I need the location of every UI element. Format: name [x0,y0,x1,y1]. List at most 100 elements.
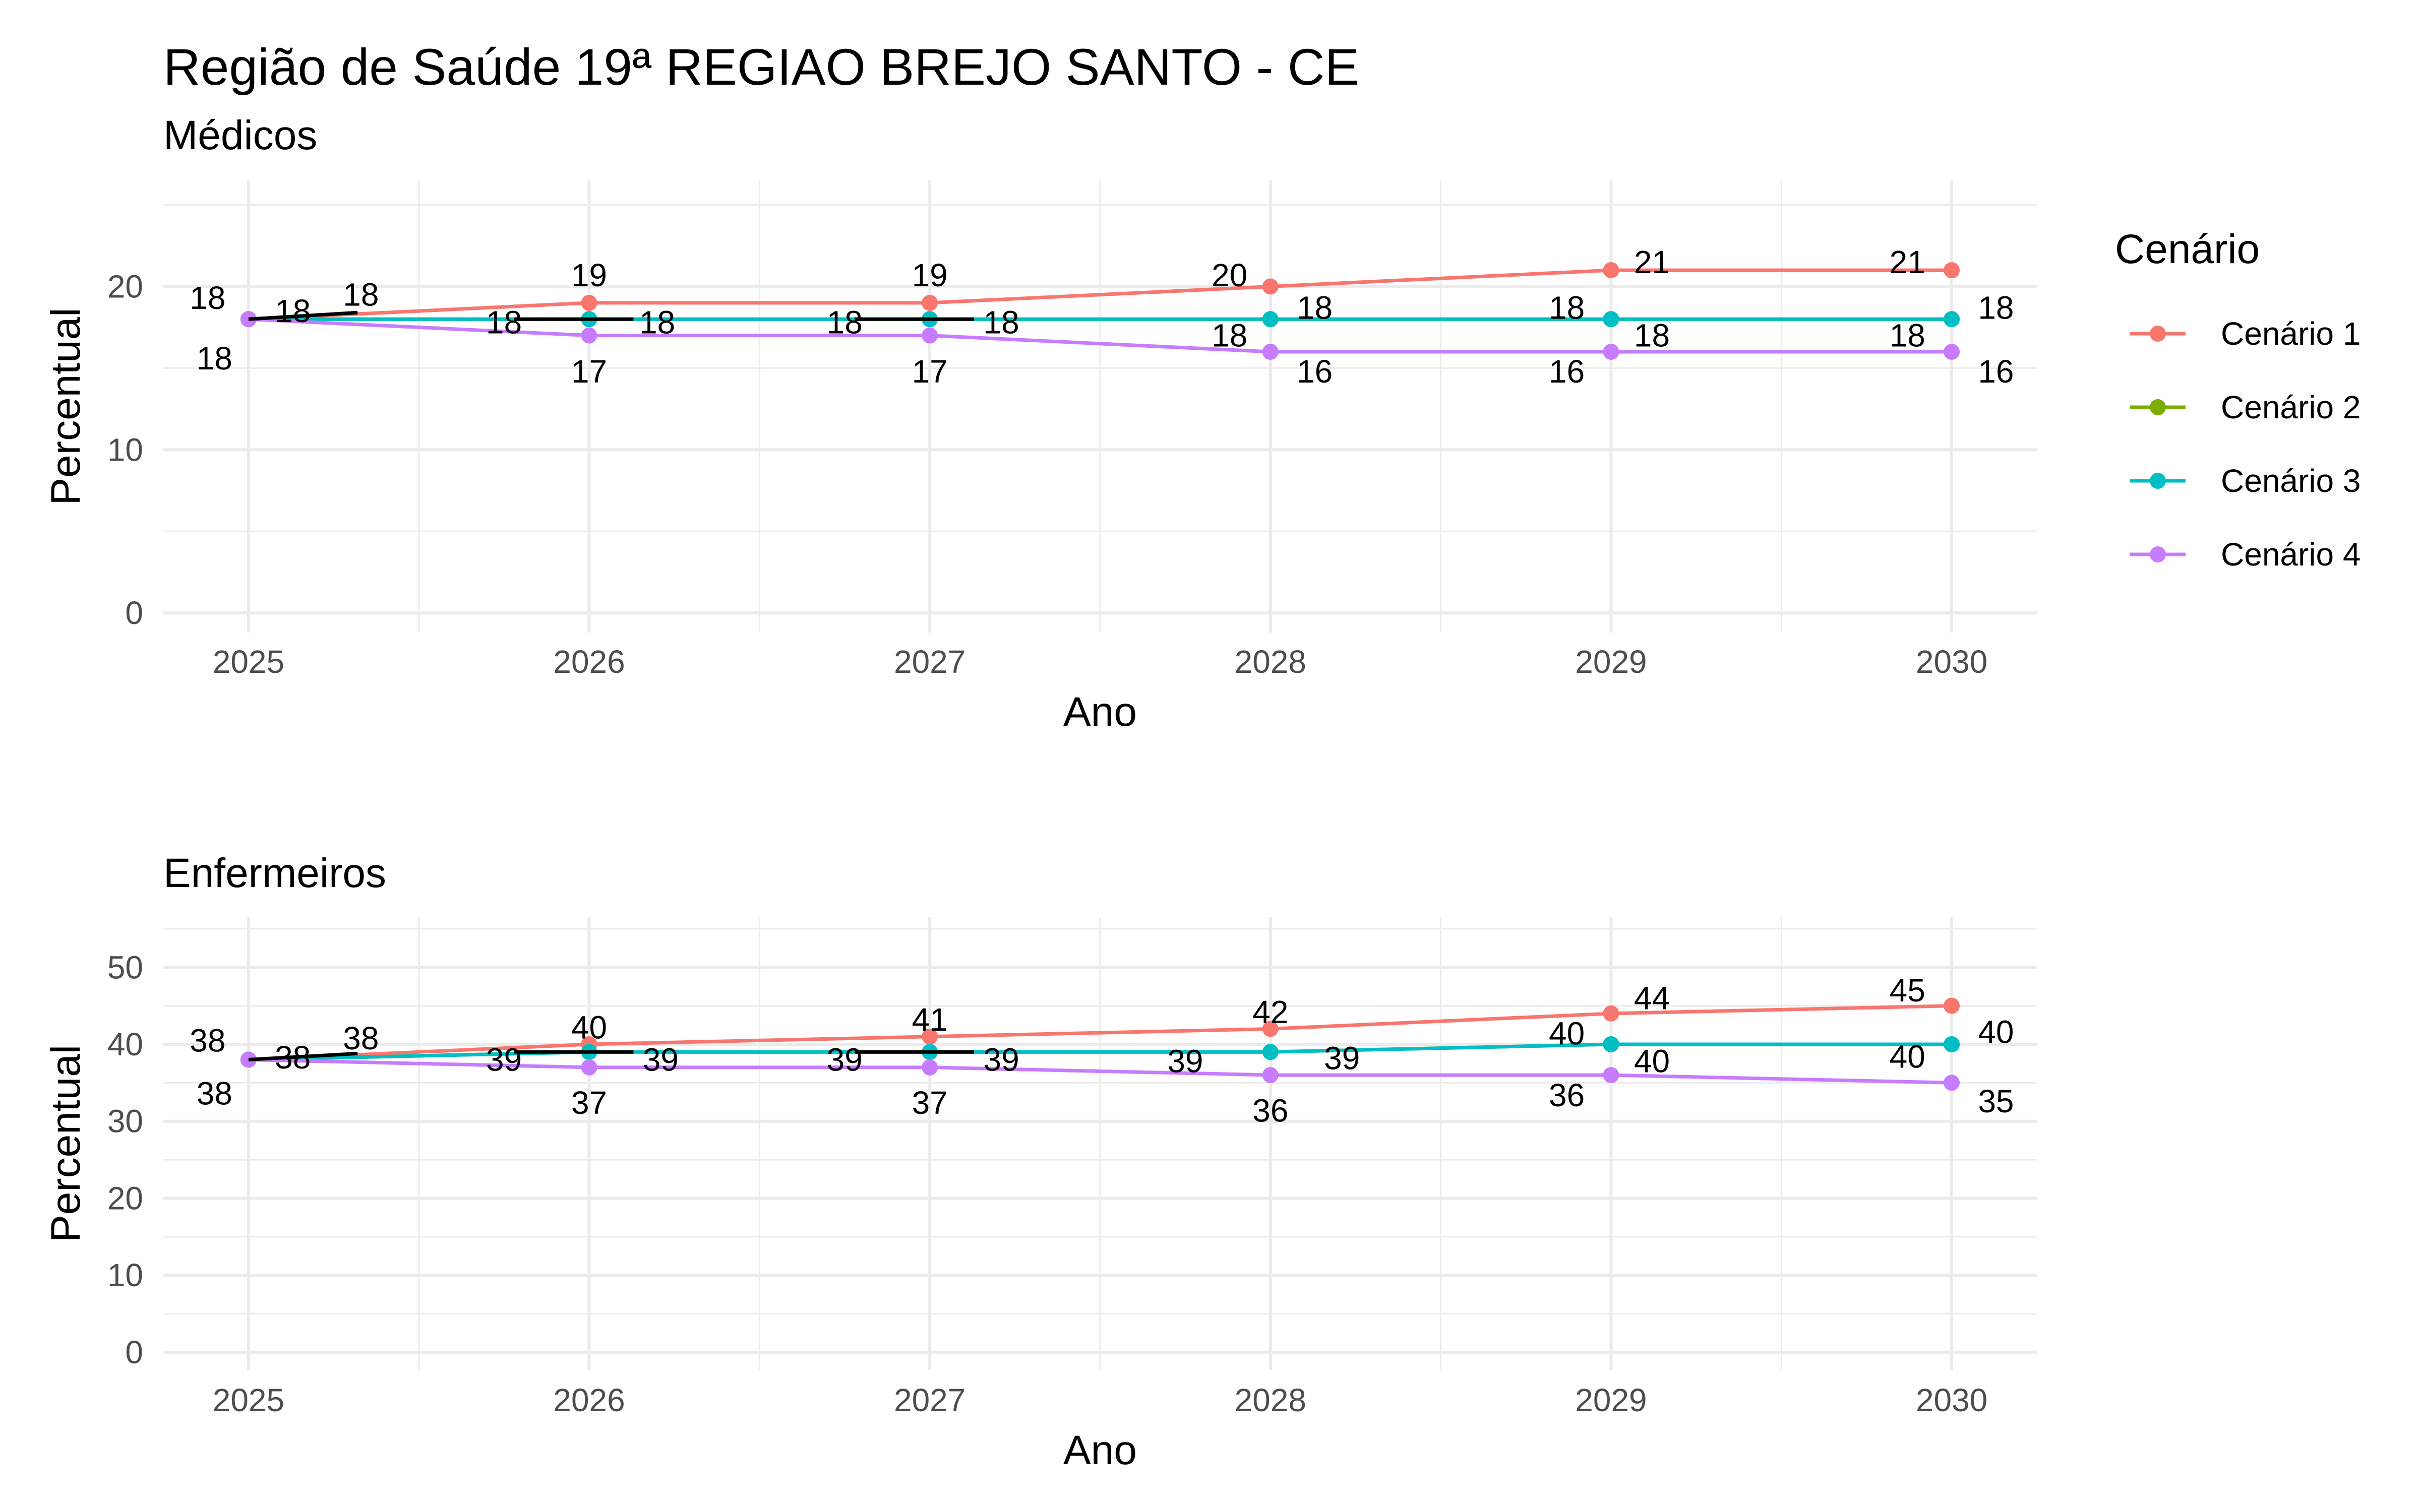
data-label: 39 [1167,1043,1203,1080]
x-tick-label: 2025 [213,1382,284,1418]
data-label: 18 [197,340,232,376]
data-point [1603,1067,1619,1084]
x-axis-title: Ano [1063,1427,1137,1473]
legend-key-point [2150,399,2166,415]
panel-subtitle: Médicos [163,112,317,158]
data-label: 18 [1890,318,1925,354]
data-label: 18 [1978,290,2014,326]
y-tick-label: 10 [107,1257,143,1293]
series-line [248,268,1952,321]
data-label: 35 [1978,1083,2014,1119]
data-point [1262,278,1279,295]
y-tick-label: 0 [125,595,143,631]
data-label: 18 [1212,318,1247,354]
data-label: 21 [1890,244,1925,280]
data-label: 40 [571,1009,607,1045]
data-label: 16 [1978,353,2014,390]
chart-title: Região de Saúde 19ª REGIAO BREJO SANTO -… [163,38,1359,96]
data-point [581,1059,597,1076]
y-tick-label: 40 [107,1026,143,1062]
data-label: 17 [912,353,948,390]
data-label: 19 [571,257,607,293]
data-label: 40 [1634,1043,1670,1080]
data-point [922,327,938,344]
x-tick-label: 2030 [1916,644,1987,680]
data-label: 18 [639,304,675,341]
legend-label: Cenário 3 [2221,463,2361,499]
x-tick-label: 2028 [1235,1382,1306,1418]
data-label: 39 [643,1042,679,1078]
data-label: 36 [1252,1092,1288,1128]
data-label: 39 [827,1042,863,1078]
data-point [1944,311,1960,328]
panel-subtitle: Enfermeiros [163,850,386,896]
data-label: 16 [1297,353,1333,390]
legend-item: Cenário 4 [2130,536,2361,573]
data-label: 40 [1890,1038,1925,1075]
y-axis-title: Percentual [43,307,89,505]
legend: Cenário Cenário 1 Cenário 2 Cenário 3 Cenár… [2115,226,2361,573]
legend-key-point [2150,326,2166,342]
data-label: 18 [190,280,225,316]
data-point [1944,1075,1960,1091]
legend-item: Cenário 1 [2130,316,2361,352]
legend-label: Cenário 2 [2221,389,2361,425]
y-axis-title: Percentual [43,1045,89,1242]
data-point [1944,1036,1960,1052]
data-point [1603,262,1619,279]
legend-title: Cenário [2115,226,2260,272]
data-label: 37 [912,1085,948,1121]
x-tick-label: 2030 [1916,1382,1987,1418]
series-line [248,317,1952,354]
data-label: 41 [912,1001,948,1038]
y-tick-label: 20 [107,1180,143,1216]
data-label: 19 [912,257,948,293]
data-label: 44 [1634,980,1670,1016]
data-label: 38 [275,1039,311,1076]
data-label: 38 [197,1076,232,1112]
data-label: 20 [1212,257,1247,293]
data-label: 18 [486,304,522,341]
x-tick-label: 2029 [1575,1382,1647,1418]
data-label: 18 [983,304,1019,341]
data-point [1603,311,1619,328]
data-label: 39 [486,1042,522,1078]
x-tick-label: 2026 [553,644,625,680]
data-label: 16 [1549,353,1585,390]
x-tick-label: 2029 [1575,644,1647,680]
data-label: 18 [275,293,311,329]
data-label: 21 [1634,244,1670,280]
data-label: 18 [1297,290,1333,326]
x-axis-title: Ano [1063,689,1137,735]
data-point [1603,1005,1619,1022]
legend-label: Cenário 1 [2221,316,2361,352]
x-tick-label: 2026 [553,1382,625,1418]
data-label: 37 [571,1085,607,1121]
data-point [922,1059,938,1076]
data-point [1603,344,1619,360]
data-label: 38 [190,1022,225,1058]
data-point [1262,1021,1279,1037]
data-point [1944,344,1960,360]
x-tick-label: 2027 [894,1382,965,1418]
x-tick-label: 2027 [894,644,965,680]
data-label: 40 [1549,1016,1585,1052]
legend-key-point [2150,473,2166,489]
data-point [1944,997,1960,1014]
data-point [1603,1036,1619,1052]
data-label: 45 [1890,972,1925,1009]
legend-label: Cenário 4 [2221,536,2361,573]
data-label: 42 [1252,994,1288,1030]
data-point [581,327,597,344]
x-tick-label: 2028 [1235,644,1306,680]
y-tick-label: 0 [125,1334,143,1370]
data-label: 18 [827,304,863,341]
data-point [1262,344,1279,360]
y-tick-label: 10 [107,431,143,468]
data-point [1944,262,1960,279]
legend-item: Cenário 3 [2130,463,2361,499]
data-label: 17 [571,353,607,390]
data-point [581,294,597,311]
